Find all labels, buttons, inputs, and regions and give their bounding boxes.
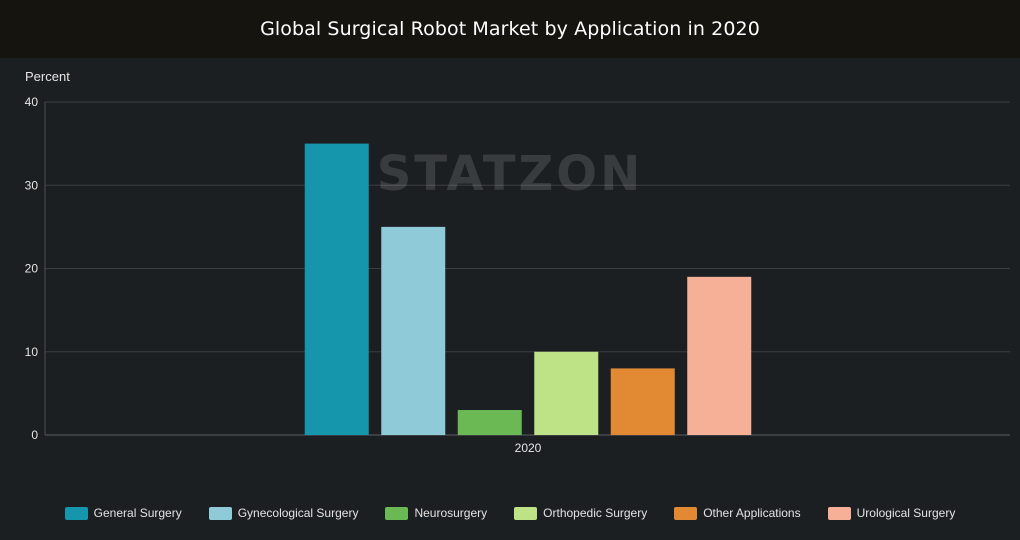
watermark-logo: STATZON: [377, 146, 644, 202]
chart-title: Global Surgical Robot Market by Applicat…: [260, 18, 760, 40]
legend-item[interactable]: Gynecological Surgery: [208, 506, 359, 520]
legend-swatch: [827, 506, 851, 520]
y-tick-label: 0: [31, 428, 38, 442]
legend-item[interactable]: Other Applications: [674, 506, 801, 520]
y-tick-label: 10: [25, 345, 39, 359]
bar-gynecological-surgery[interactable]: [381, 226, 446, 435]
title-bar: Global Surgical Robot Market by Applicat…: [0, 0, 1020, 58]
y-tick-label: 40: [25, 95, 39, 109]
legend-swatch: [385, 506, 409, 520]
bar-chart: 0 10 20 30 40 Percent STATZON 2020: [25, 69, 1010, 455]
x-tick-label: 2020: [515, 441, 542, 455]
y-tick-label: 20: [25, 262, 39, 276]
legend-swatch: [514, 506, 538, 520]
chart-legend: General Surgery Gynecological Surgery Neur…: [0, 503, 1020, 523]
y-axis-label: Percent: [25, 69, 70, 84]
legend-label: General Surgery: [93, 506, 182, 520]
legend-label: Other Applications: [703, 506, 801, 520]
legend-label: Neurosurgery: [414, 506, 488, 520]
bar-general-surgery[interactable]: [304, 143, 369, 435]
legend-item[interactable]: Orthopedic Surgery: [514, 506, 647, 520]
legend-label: Gynecological Surgery: [237, 506, 359, 520]
legend-item[interactable]: Urological Surgery: [827, 506, 956, 520]
bar-neurosurgery[interactable]: [457, 410, 522, 435]
legend-swatch: [674, 506, 698, 520]
bar-orthopedic-surgery[interactable]: [534, 351, 599, 435]
legend-item[interactable]: General Surgery: [64, 506, 182, 520]
bar-urological-surgery[interactable]: [687, 276, 752, 435]
legend-item[interactable]: Neurosurgery: [385, 506, 487, 520]
bar-other-applications[interactable]: [610, 368, 675, 435]
y-tick-label: 30: [25, 178, 39, 192]
legend-swatch: [208, 506, 232, 520]
legend-swatch: [64, 506, 88, 520]
legend-label: Orthopedic Surgery: [543, 506, 648, 520]
legend-label: Urological Surgery: [856, 506, 956, 520]
